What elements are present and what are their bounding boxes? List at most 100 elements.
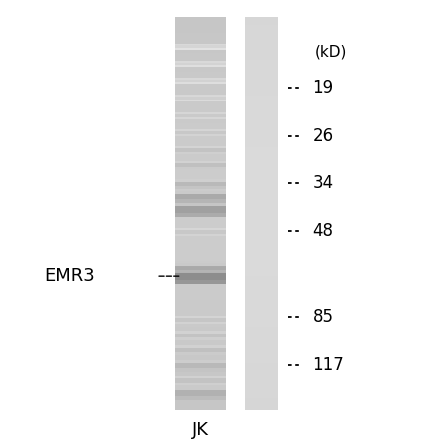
Bar (175, 245, 226, 249)
Bar (175, 378, 226, 385)
Bar (175, 378, 226, 382)
Bar (246, 127, 278, 131)
Bar (246, 249, 278, 253)
Bar (246, 84, 278, 88)
Bar (175, 44, 226, 45)
Bar (175, 64, 226, 68)
Bar (175, 390, 226, 394)
Bar (175, 199, 226, 203)
Bar (246, 182, 278, 186)
Bar (175, 257, 226, 261)
Bar (246, 269, 278, 273)
Bar (175, 241, 226, 245)
Bar (246, 25, 278, 29)
Bar (175, 206, 226, 217)
Bar (175, 104, 226, 108)
Bar (246, 41, 278, 45)
Bar (175, 347, 226, 351)
Bar (175, 228, 226, 230)
Text: 117: 117 (312, 355, 344, 374)
Bar (246, 174, 278, 178)
Bar (246, 351, 278, 355)
Bar (175, 178, 226, 182)
Bar (175, 159, 226, 163)
Bar (175, 123, 226, 127)
Bar (246, 343, 278, 347)
Bar (175, 198, 226, 202)
Bar (175, 202, 226, 206)
Bar (246, 80, 278, 84)
Bar (175, 328, 226, 331)
Bar (175, 253, 226, 257)
Bar (175, 65, 226, 67)
Bar (175, 202, 226, 206)
Bar (175, 370, 226, 374)
Text: 34: 34 (312, 174, 334, 192)
Text: 85: 85 (312, 308, 334, 326)
Bar (246, 159, 278, 163)
Bar (175, 95, 226, 97)
Bar (175, 296, 226, 300)
Bar (175, 76, 226, 80)
Bar (246, 382, 278, 386)
Bar (175, 369, 226, 372)
Bar (175, 225, 226, 229)
Bar (246, 308, 278, 312)
Bar (175, 190, 226, 194)
Bar (246, 170, 278, 174)
Bar (175, 221, 226, 225)
Bar (246, 72, 278, 76)
Bar (175, 343, 226, 347)
Bar (246, 194, 278, 198)
Bar (175, 17, 226, 21)
Bar (175, 304, 226, 308)
Bar (246, 213, 278, 217)
Bar (175, 45, 226, 50)
Bar (175, 229, 226, 233)
Bar (175, 345, 226, 348)
Bar (175, 120, 226, 123)
Bar (175, 117, 226, 119)
Bar (175, 355, 226, 359)
Bar (246, 221, 278, 225)
Bar (175, 230, 226, 235)
Bar (175, 100, 226, 101)
Bar (246, 347, 278, 351)
Bar (246, 190, 278, 194)
Bar (175, 318, 226, 325)
Bar (246, 147, 278, 151)
Text: 26: 26 (312, 127, 334, 145)
Bar (246, 300, 278, 304)
Bar (175, 21, 226, 25)
Bar (175, 151, 226, 155)
Bar (175, 263, 226, 266)
Bar (175, 351, 226, 355)
Bar (175, 112, 226, 116)
Bar (246, 245, 278, 249)
Bar (175, 213, 226, 217)
Bar (175, 29, 226, 33)
Bar (175, 92, 226, 96)
Bar (246, 116, 278, 120)
Bar (175, 320, 226, 324)
Bar (246, 292, 278, 296)
Bar (246, 56, 278, 60)
Bar (175, 385, 226, 390)
Bar (175, 359, 226, 363)
Bar (175, 284, 226, 288)
Bar (175, 233, 226, 237)
Bar (246, 386, 278, 390)
Bar (175, 324, 226, 328)
Bar (246, 206, 278, 209)
Bar (246, 131, 278, 135)
Bar (246, 120, 278, 123)
Bar (246, 100, 278, 104)
Bar (246, 202, 278, 206)
Bar (175, 182, 226, 186)
Bar (246, 378, 278, 382)
Bar (175, 45, 226, 49)
Bar (175, 97, 226, 101)
Bar (175, 174, 226, 178)
Bar (175, 348, 226, 355)
Bar (175, 134, 226, 136)
